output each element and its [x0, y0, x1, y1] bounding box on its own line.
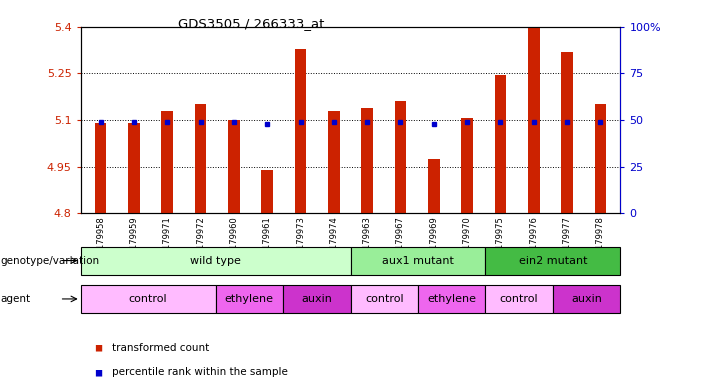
Text: aux1 mutant: aux1 mutant [382, 255, 454, 266]
Text: control: control [365, 294, 404, 304]
Bar [495, 75, 506, 213]
Text: wild type: wild type [190, 255, 241, 266]
Bar [283, 285, 350, 313]
Bar [361, 108, 373, 213]
Text: ethylene: ethylene [427, 294, 476, 304]
Text: auxin: auxin [301, 294, 332, 304]
Text: control: control [129, 294, 168, 304]
Text: ethylene: ethylene [225, 294, 274, 304]
Text: agent: agent [1, 294, 31, 304]
Bar [485, 285, 553, 313]
Bar [485, 247, 620, 275]
Bar [553, 285, 620, 313]
Bar [350, 285, 418, 313]
Bar [228, 120, 240, 213]
Bar [418, 285, 485, 313]
Text: GDS3505 / 266333_at: GDS3505 / 266333_at [178, 17, 324, 30]
Bar [261, 170, 273, 213]
Text: transformed count: transformed count [112, 343, 210, 353]
Bar [428, 159, 440, 213]
Bar [328, 111, 340, 213]
Text: genotype/variation: genotype/variation [1, 255, 100, 266]
Bar [294, 49, 306, 213]
Bar [128, 123, 139, 213]
Bar [81, 285, 216, 313]
Bar [594, 104, 606, 213]
Bar [81, 247, 350, 275]
Bar [216, 285, 283, 313]
Bar [350, 247, 485, 275]
Text: ◼: ◼ [95, 343, 106, 353]
Text: auxin: auxin [571, 294, 602, 304]
Text: control: control [500, 294, 538, 304]
Text: ein2 mutant: ein2 mutant [519, 255, 587, 266]
Bar [161, 111, 173, 213]
Bar [562, 52, 573, 213]
Bar [528, 27, 540, 213]
Bar [195, 104, 206, 213]
Text: percentile rank within the sample: percentile rank within the sample [112, 367, 288, 377]
Text: ◼: ◼ [95, 367, 106, 377]
Bar [395, 101, 407, 213]
Bar [95, 123, 107, 213]
Bar [461, 118, 473, 213]
